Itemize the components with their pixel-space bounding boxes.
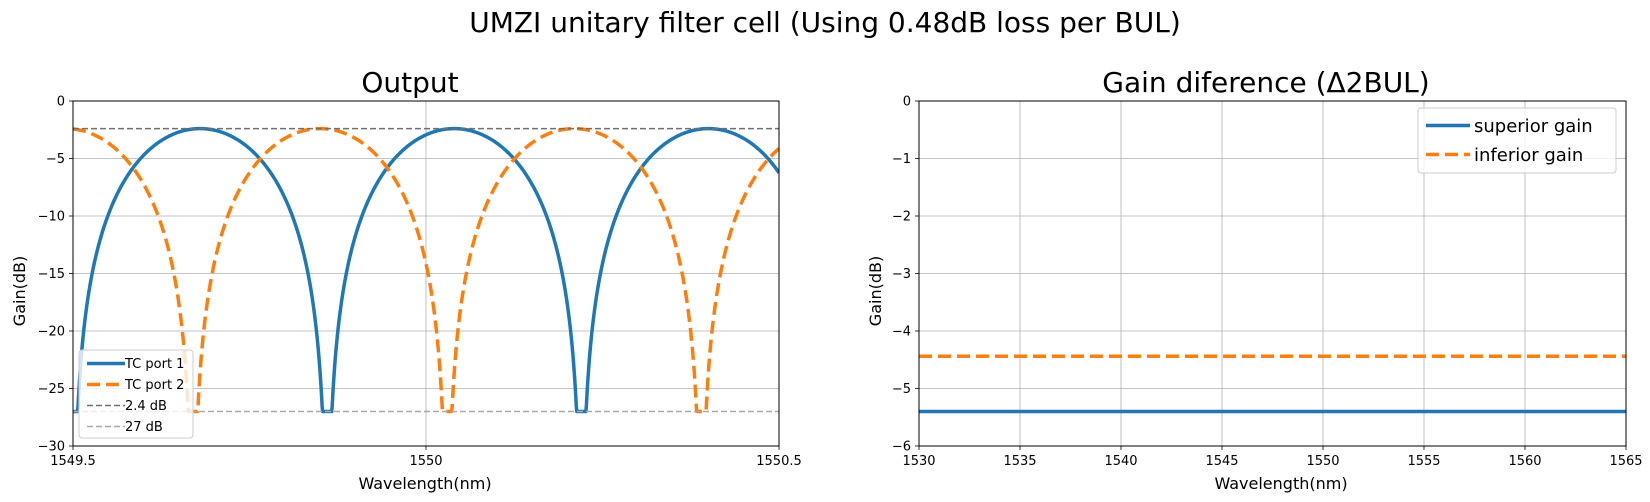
gain-difference-x-tick-label: 1540 (1104, 454, 1137, 469)
gain-difference-y-tick-label: −2 (892, 210, 911, 225)
output-x-tick-label: 1549.5 (50, 454, 96, 469)
gain-difference-y-tick-label: −3 (892, 267, 911, 282)
gain-difference-x-tick-label: 1560 (1508, 454, 1541, 469)
gain-difference-y-tick-label: −1 (892, 152, 911, 167)
gain-difference-legend-label-superior-gain: superior gain (1474, 116, 1593, 137)
output-y-axis-label: Gain(dB) (10, 256, 29, 326)
output-x-tick-label: 1550 (409, 454, 442, 469)
output-y-tick-label: 0 (57, 95, 65, 110)
output-legend: TC port 1 TC port 2 2.4 dB 27 dB (78, 349, 194, 439)
output-panel-title: Output (361, 66, 458, 99)
output-x-tick-label: 1550.5 (756, 454, 802, 469)
gain-difference-y-tick-label: −4 (892, 325, 911, 340)
output-y-tick-label: −10 (38, 210, 65, 225)
gain-difference-y-tick-label: −6 (892, 440, 911, 455)
gain-difference-panel: Gain diference (Δ2BUL) 1530 1535 1540 1545 1… (866, 66, 1643, 493)
output-legend-label-27-db: 27 dB (125, 420, 163, 435)
gain-difference-x-tick-label: 1565 (1609, 454, 1642, 469)
gain-difference-y-axis-label: Gain(dB) (866, 256, 885, 326)
output-legend-box (78, 349, 194, 439)
gain-difference-y-tick-label: −5 (892, 382, 911, 397)
gain-difference-x-tick-label: 1555 (1407, 454, 1440, 469)
output-panel: Output 1549.5 1550 1550.5 −30 −25 −20 −15 −10 −5… (10, 66, 802, 493)
gain-difference-x-tick-label: 1550 (1306, 454, 1339, 469)
output-y-tick-label: −20 (38, 325, 65, 340)
output-y-tick-label: −25 (38, 382, 65, 397)
output-legend-label-tc-port-1: TC port 1 (124, 357, 184, 372)
output-ticks: 1549.5 1550 1550.5 −30 −25 −20 −15 −10 −5 0 (38, 95, 802, 470)
gain-difference-ticks: 1530 1535 1540 1545 1550 1555 1560 1565 −6 −5 −4 −3… (892, 95, 1643, 470)
gain-difference-y-tick-label: 0 (903, 95, 911, 110)
gain-difference-x-tick-label: 1535 (1003, 454, 1036, 469)
gain-difference-legend: superior gain inferior gain (1417, 107, 1617, 174)
gain-difference-x-tick-label: 1545 (1205, 454, 1238, 469)
output-legend-label-tc-port-2: TC port 2 (124, 378, 184, 393)
output-legend-label-2-4-db: 2.4 dB (125, 399, 167, 414)
gain-difference-x-axis-label: Wavelength(nm) (1214, 474, 1347, 493)
output-y-tick-label: −15 (38, 267, 65, 282)
figure-suptitle: UMZI unitary filter cell (Using 0.48dB l… (469, 6, 1181, 39)
gain-difference-series (919, 354, 1626, 414)
gain-difference-legend-label-inferior-gain: inferior gain (1474, 145, 1583, 166)
gain-difference-x-tick-label: 1530 (902, 454, 935, 469)
output-y-tick-label: −5 (46, 152, 65, 167)
output-y-tick-label: −30 (38, 440, 65, 455)
gain-difference-panel-title: Gain diference (Δ2BUL) (1102, 66, 1429, 99)
output-x-axis-label: Wavelength(nm) (358, 474, 491, 493)
